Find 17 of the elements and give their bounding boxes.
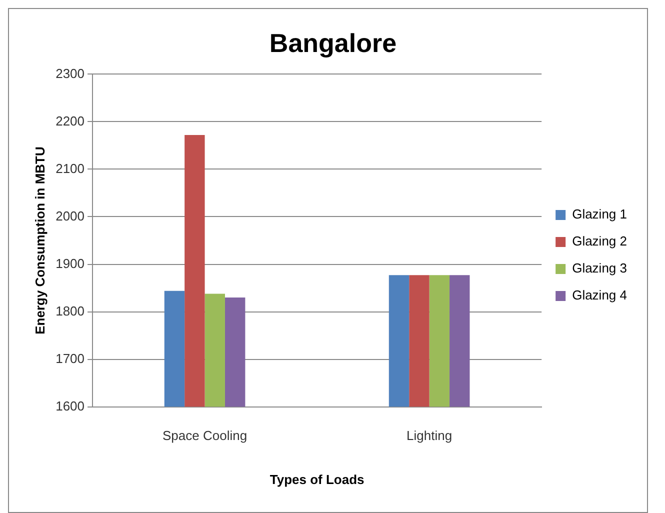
x-tick-label: Space Cooling	[162, 428, 248, 444]
legend-label: Glazing 4	[572, 288, 627, 303]
x-axis-title: Types of Loads	[270, 472, 364, 487]
y-tick-label: 2000	[56, 208, 85, 224]
legend-label: Glazing 2	[572, 234, 627, 249]
y-tick-label: 2300	[56, 66, 85, 81]
legend-label: Glazing 3	[572, 260, 627, 276]
y-tick-label: 1700	[56, 350, 85, 366]
y-tick-label: 2100	[56, 160, 85, 176]
y-tick-label: 1600	[56, 398, 85, 414]
y-tick-label: 2200	[56, 113, 85, 128]
chart-title: Bangalore	[269, 28, 397, 58]
legend-label: Glazing 1	[572, 206, 627, 222]
y-tick-label: 1800	[56, 303, 85, 318]
y-tick-label: 1900	[56, 256, 85, 271]
y-axis-title: Energy Consumption in MBTU	[32, 146, 48, 334]
x-tick-label: Lighting	[406, 428, 452, 444]
